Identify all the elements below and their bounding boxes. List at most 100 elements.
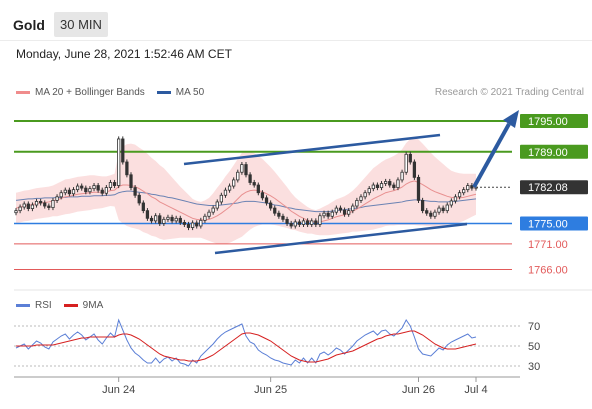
candle-93: [396, 177, 400, 191]
candle-62: [269, 200, 273, 211]
candle-99: [420, 197, 425, 214]
rsi-tick-1: 50: [528, 341, 540, 353]
candle-46: [203, 213, 207, 223]
legend-rsi-ma-swatch: [63, 304, 78, 307]
candle-78: [334, 205, 338, 215]
candle-79: [338, 205, 343, 213]
rsi-panel: 70 50 30: [14, 289, 592, 373]
candle-105: [445, 202, 449, 214]
legend-rsi-swatch: [16, 304, 30, 307]
candle-111: [470, 182, 474, 191]
candle-41: [182, 219, 187, 228]
candle-39: [174, 215, 178, 224]
candle-37: [166, 214, 170, 222]
instrument-title: Gold: [13, 17, 45, 33]
candle-87: [371, 182, 375, 192]
candle-24: [112, 179, 117, 189]
candle-92: [392, 182, 396, 191]
candle-2: [22, 201, 26, 210]
candle-94: [400, 169, 404, 183]
candle-70: [301, 218, 306, 228]
level-label-1: 1789.00: [528, 147, 568, 159]
candle-29: [133, 185, 137, 198]
candle-81: [347, 208, 351, 217]
legend-bb: MA 20 + Bollinger Bands: [16, 87, 145, 98]
level-label-5: 1766.00: [528, 265, 568, 277]
candle-28: [129, 172, 133, 191]
candle-77: [330, 209, 334, 219]
trend-channel: [183, 133, 468, 255]
x-tick-label-2: Jun 26: [402, 384, 435, 396]
level-label-0: 1795.00: [528, 116, 568, 128]
bollinger-band-area: [16, 136, 476, 244]
candle-103: [437, 205, 441, 215]
moving-averages: [15, 180, 477, 223]
candle-45: [199, 217, 203, 229]
candle-84: [359, 194, 363, 203]
candle-40: [178, 215, 182, 225]
header-divider: [0, 40, 592, 41]
level-label-box-3: [520, 216, 588, 231]
candle-73: [314, 218, 318, 228]
candle-89: [379, 180, 384, 191]
chart-credit: Research © 2021 Trading Central: [434, 87, 584, 98]
candle-104: [441, 205, 445, 214]
candle-83: [355, 197, 359, 209]
candle-72: [310, 218, 314, 228]
candle-20: [96, 182, 100, 193]
candle-47: [207, 209, 211, 219]
candle-48: [211, 205, 215, 215]
price-legend: MA 20 + Bollinger Bands MA 50: [16, 87, 216, 98]
candle-106: [449, 198, 453, 208]
candle-76: [326, 210, 330, 219]
candle-82: [351, 203, 355, 214]
candle-30: [137, 192, 141, 206]
candle-68: [293, 219, 297, 229]
rsi-line: [15, 318, 477, 367]
candle-67: [289, 220, 293, 229]
candle-110: [466, 182, 470, 193]
candle-23: [108, 179, 113, 191]
candle-75: [322, 210, 326, 219]
candle-90: [384, 178, 388, 187]
x-tick-label-3: Jul 4: [464, 384, 487, 396]
candle-55: [240, 162, 244, 175]
candle-38: [170, 214, 174, 224]
candle-74: [318, 213, 322, 228]
x-tick-label-0: Jun 24: [102, 384, 135, 396]
candle-101: [429, 210, 433, 219]
level-label-3: 1775.00: [528, 218, 568, 230]
header-bar: Gold 30 MIN: [0, 0, 592, 40]
candle-15: [75, 183, 80, 193]
legend-ma50-swatch: [156, 91, 171, 94]
legend-ma50-label: MA 50: [175, 87, 205, 98]
candle-109: [462, 187, 466, 196]
x-tick-label-1: Jun 25: [254, 384, 287, 396]
candle-88: [375, 182, 380, 191]
candle-49: [215, 199, 219, 211]
legend-ma50: MA 50: [156, 87, 205, 98]
candle-16: [80, 183, 84, 191]
candle-3: [26, 201, 30, 212]
candle-51: [223, 187, 228, 198]
channel-lower-line: [214, 222, 468, 255]
level-label-box-0: [520, 114, 588, 129]
candle-7: [43, 200, 47, 209]
channel-upper-line: [183, 133, 441, 166]
rsi-tick-2: 30: [528, 361, 540, 373]
candle-86: [367, 186, 371, 196]
legend-rsi-ma: 9MA: [63, 300, 103, 311]
candle-85: [363, 190, 367, 200]
candle-10: [55, 194, 59, 203]
candle-60: [260, 190, 265, 201]
level-lines: [14, 120, 512, 271]
candle-59: [256, 182, 260, 196]
candle-35: [158, 213, 162, 226]
candle-12: [63, 187, 67, 196]
ma50-line: [15, 190, 477, 213]
candle-66: [285, 216, 289, 226]
candle-36: [162, 216, 166, 226]
legend-rsi: RSI: [16, 300, 52, 311]
timeframe-badge[interactable]: 30 MIN: [54, 12, 108, 37]
